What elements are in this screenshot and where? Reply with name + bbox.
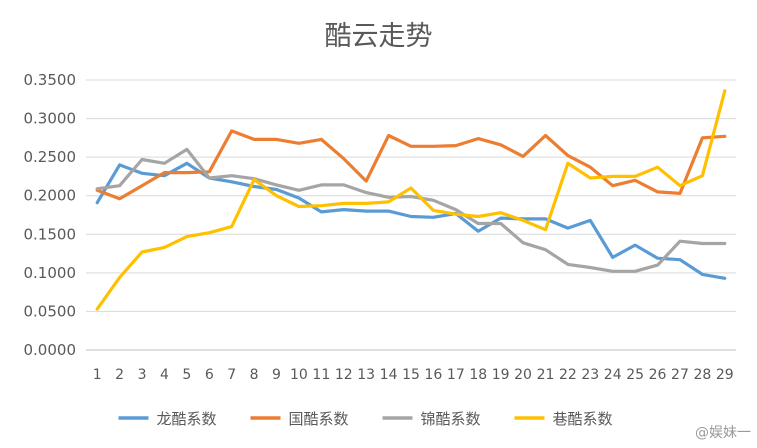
series-line xyxy=(95,147,727,273)
x-tick-label: 22 xyxy=(559,367,577,383)
chart-title: 酷云走势 xyxy=(324,21,433,52)
series-line xyxy=(95,129,727,201)
x-tick-label: 18 xyxy=(469,367,487,383)
x-tick-label: 6 xyxy=(205,367,214,383)
y-tick-label: 0.1000 xyxy=(24,264,77,282)
x-tick-label: 4 xyxy=(160,367,169,383)
x-tick-label: 7 xyxy=(227,367,236,383)
x-tick-label: 15 xyxy=(402,367,420,383)
x-tick-label: 28 xyxy=(693,367,711,383)
legend-label: 龙酷系数 xyxy=(157,410,217,428)
y-tick-label: 0.2500 xyxy=(24,148,77,166)
x-tick-label: 11 xyxy=(312,367,330,383)
x-tick-label: 3 xyxy=(138,367,147,383)
x-tick-label: 12 xyxy=(335,367,353,383)
y-tick-label: 0.3500 xyxy=(24,71,77,89)
x-tick-label: 9 xyxy=(272,367,281,383)
y-tick-label: 0.2000 xyxy=(24,187,77,205)
x-tick-label: 1 xyxy=(93,367,102,383)
x-tick-label: 17 xyxy=(447,367,465,383)
x-tick-label: 24 xyxy=(604,367,622,383)
x-tick-label: 16 xyxy=(424,367,442,383)
x-tick-label: 21 xyxy=(537,367,555,383)
x-tick-label: 10 xyxy=(290,367,308,383)
x-tick-label: 25 xyxy=(626,367,644,383)
x-tick-label: 2 xyxy=(115,367,124,383)
watermark: @娱妹一 xyxy=(695,425,751,441)
x-tick-label: 29 xyxy=(716,367,734,383)
x-tick-label: 14 xyxy=(380,367,398,383)
x-tick-label: 19 xyxy=(492,367,510,383)
y-tick-label: 0.1500 xyxy=(24,225,77,243)
legend-label: 巷酷系数 xyxy=(553,410,613,428)
x-tick-label: 13 xyxy=(357,367,375,383)
y-tick-label: 0.0500 xyxy=(24,302,77,320)
legend-label: 锦酷系数 xyxy=(421,410,481,428)
x-tick-label: 8 xyxy=(250,367,259,383)
series-line xyxy=(95,89,727,311)
x-tick-label: 23 xyxy=(581,367,599,383)
y-tick-label: 0.0000 xyxy=(24,341,77,359)
x-tick-label: 20 xyxy=(514,367,532,383)
x-tick-label: 5 xyxy=(182,367,191,383)
x-tick-label: 27 xyxy=(671,367,689,383)
y-tick-label: 0.3000 xyxy=(24,110,77,128)
legend-label: 国酷系数 xyxy=(289,410,349,428)
x-tick-label: 26 xyxy=(649,367,667,383)
